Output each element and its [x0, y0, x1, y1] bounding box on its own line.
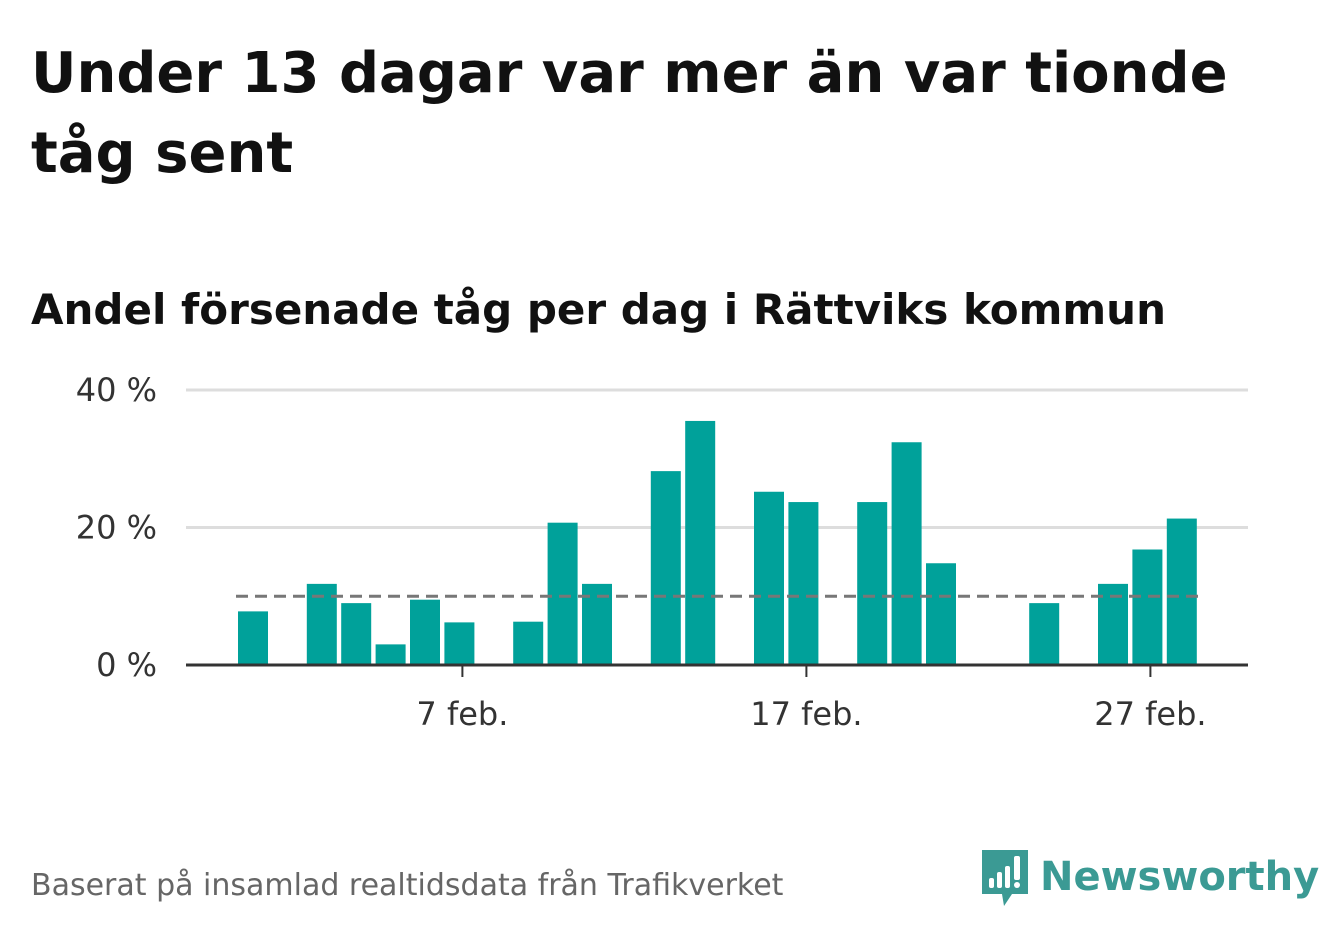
y-tick-label: 40 %: [76, 371, 157, 409]
brand-logo[interactable]: Newsworthy: [980, 846, 1319, 908]
bar: [685, 420, 716, 665]
x-tick-label: 7 feb.: [416, 695, 508, 733]
bar: [238, 611, 268, 665]
bar: [341, 603, 372, 665]
newsworthy-logo-icon: [982, 850, 1028, 906]
bar: [1166, 518, 1197, 665]
bar: [926, 563, 956, 665]
y-tick-label: 0 %: [96, 646, 157, 684]
bars: [238, 420, 1197, 665]
brand-name: Newsworthy: [1040, 854, 1320, 900]
bar: [788, 502, 819, 665]
source-note: Baserat på insamlad realtidsdata från Tr…: [31, 868, 784, 903]
x-tick-label: 17 feb.: [750, 695, 862, 733]
x-axis-labels: 7 feb. 17 feb. 27 feb.: [416, 665, 1207, 733]
y-axis-labels: 0 % 20 % 40 %: [76, 371, 157, 684]
bar: [754, 491, 784, 665]
bar: [891, 442, 922, 665]
bar: [857, 502, 888, 665]
bar: [1132, 549, 1163, 665]
chart-title: Under 13 dagar var mer än var tionde tåg…: [31, 41, 1228, 186]
x-tick-label: 27 feb.: [1094, 695, 1206, 733]
bar: [547, 522, 578, 665]
bar-chart: 0 % 20 % 40 % 7 feb. 17 feb. 27 feb.: [76, 371, 1248, 733]
chart-subtitle: Andel försenade tåg per dag i Rättviks k…: [31, 285, 1166, 334]
bar: [410, 599, 440, 665]
gridlines: [186, 388, 1248, 529]
bar: [513, 621, 544, 665]
bar: [1029, 603, 1060, 665]
bar: [444, 622, 475, 665]
y-tick-label: 20 %: [76, 509, 157, 547]
bar: [650, 471, 681, 665]
bar: [375, 644, 406, 665]
